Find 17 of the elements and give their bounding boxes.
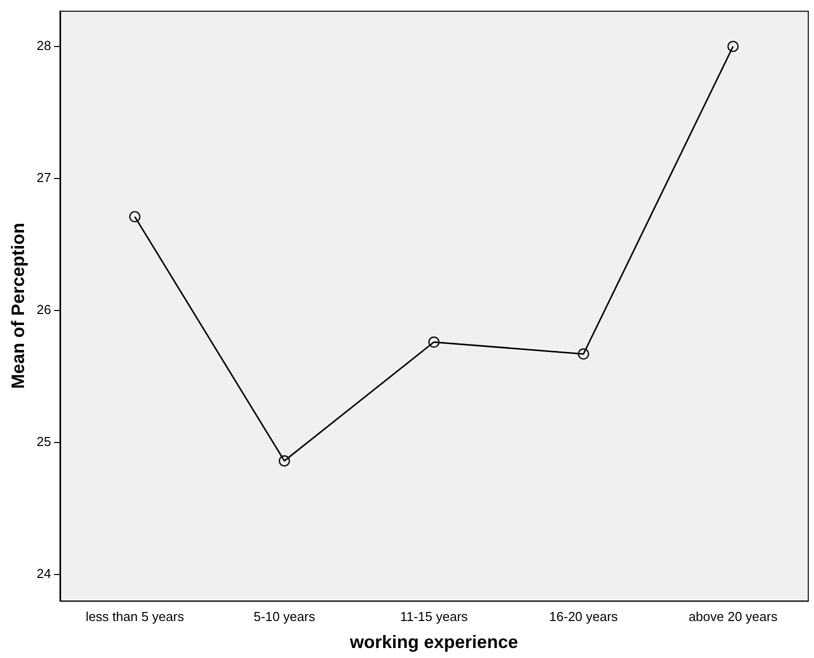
point <box>428 336 440 348</box>
x-tick-label: less than 5 years <box>86 609 184 624</box>
x-tick-label: above 20 years <box>688 609 778 624</box>
point <box>278 455 290 466</box>
y-tick-label: 25 <box>36 434 52 449</box>
x-tick-label: 11-15 years <box>400 609 468 624</box>
y-tick-label: 27 <box>36 170 52 186</box>
y-tick-label: 24 <box>36 566 52 581</box>
point <box>727 40 739 52</box>
y-axis-title: Mean of Perception <box>8 222 28 389</box>
point <box>129 211 140 222</box>
y-tick-label: 28 <box>36 38 52 54</box>
y-tick-label: 26 <box>36 302 52 317</box>
point <box>578 348 590 360</box>
x-tick-label: 16-20 years <box>549 609 618 624</box>
x-axis-title: working experience <box>348 632 518 652</box>
x-tick-label: 5-10 years <box>254 609 316 624</box>
